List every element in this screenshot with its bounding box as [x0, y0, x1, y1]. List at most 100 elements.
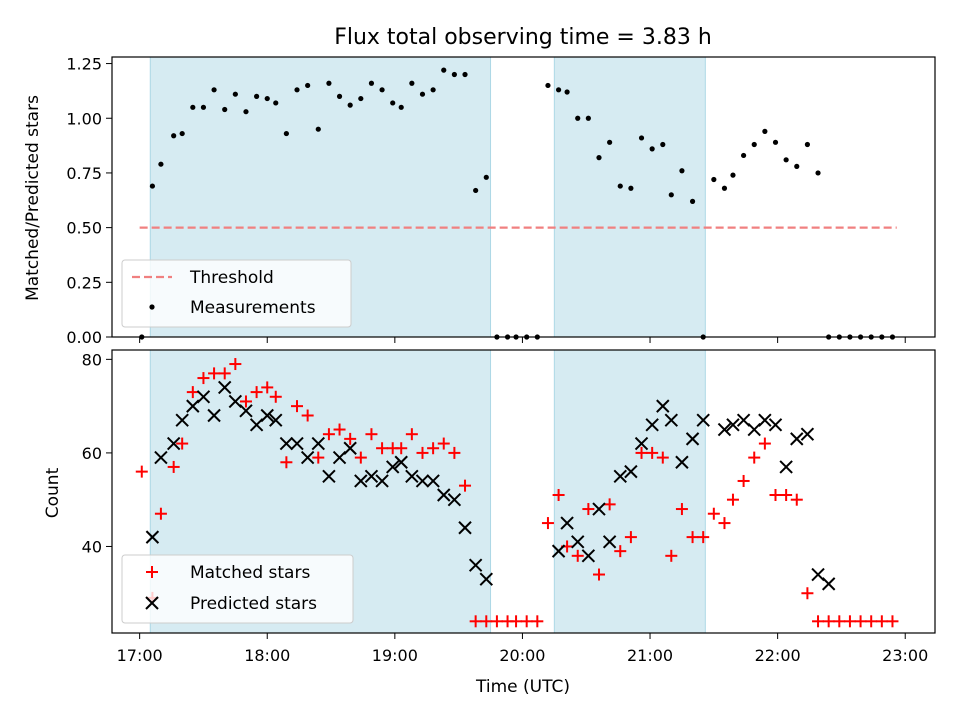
- top-panel: 0.00 0.25 0.50 0.75 1.00 1.25 Threshold Measu…: [66, 55, 936, 347]
- predicted-star-point: [571, 535, 585, 549]
- measurement-point: [794, 163, 800, 169]
- predicted-star-point: [311, 436, 325, 451]
- bottom-y-ticks: 40 60 80: [82, 350, 112, 556]
- measurement-point: [232, 91, 238, 97]
- matched-star-point: [291, 400, 304, 413]
- bottom-plot-frame: [111, 349, 936, 634]
- matched-star-point: [875, 615, 888, 628]
- predicted-star-point: [696, 413, 710, 427]
- predicted-star-point: [602, 535, 617, 549]
- matched-star-point: [280, 456, 293, 469]
- predicted-star-point: [726, 418, 740, 432]
- measurement-point: [668, 192, 674, 198]
- matched-star-point: [322, 428, 335, 441]
- matched-star-point: [261, 381, 274, 394]
- matched-star-point: [154, 507, 167, 520]
- predicted-star-point: [613, 469, 627, 484]
- predicted-star-point: [656, 399, 670, 413]
- matched-star-point: [737, 474, 750, 487]
- top-y-axis-label: Matched/Predicted stars: [23, 95, 43, 301]
- predicted-star-point: [560, 516, 574, 530]
- matched-star-point: [376, 442, 389, 455]
- matched-star-point: [592, 568, 605, 581]
- predicted-star-point: [218, 380, 232, 395]
- measurement-point: [575, 115, 581, 121]
- predicted-star-point: [447, 492, 462, 507]
- matched-star-point: [646, 446, 659, 459]
- top-y-tick-label: 1.00: [66, 109, 102, 128]
- matched-star-point: [624, 531, 637, 544]
- matched-star-point: [854, 615, 867, 628]
- predicted-star-point: [196, 390, 211, 404]
- x-axis-label: Time (UTC): [475, 677, 570, 697]
- matched-star-point: [707, 507, 720, 520]
- top-legend-box: [121, 259, 352, 328]
- predicted-star-point: [239, 404, 253, 418]
- matched-star-point: [427, 442, 440, 455]
- predicted-star-point: [581, 549, 596, 563]
- measurement-point: [585, 115, 591, 121]
- matched-star-point: [801, 587, 814, 600]
- measurement-point: [419, 91, 426, 97]
- predicted-star-point: [386, 460, 400, 474]
- top-shaded-region-1: [554, 57, 706, 337]
- measurement-point: [564, 89, 570, 95]
- measurement-point: [762, 128, 768, 134]
- measurement-point: [390, 100, 396, 106]
- matched-star-point: [269, 390, 282, 403]
- legend-measurements-swatch: [149, 304, 155, 310]
- top-y-ticks: 0.00 0.25 0.50 0.75 1.00 1.25: [66, 55, 112, 347]
- matched-star-point: [520, 615, 533, 628]
- bottom-panel: 40 60 80 17:00 18:00 19:00 20:00 21:00 22:00 23:…: [82, 349, 936, 665]
- measurement-point: [751, 141, 757, 148]
- matched-star-point: [218, 367, 231, 380]
- matched-star-point: [571, 549, 584, 562]
- predicted-star-point: [468, 558, 483, 572]
- predicted-star-point: [375, 474, 389, 488]
- matched-star-point: [490, 615, 503, 628]
- measurement-point: [379, 87, 385, 93]
- legend-threshold-label: Threshold: [189, 268, 274, 288]
- bottom-points: [135, 358, 899, 628]
- predicted-star-point: [790, 432, 804, 446]
- measurement-point: [315, 126, 321, 132]
- measurement-point: [660, 141, 666, 148]
- measurement-point: [804, 141, 811, 148]
- predicted-star-point: [685, 432, 700, 446]
- bottom-y-tick-label: 40: [82, 537, 102, 556]
- measurement-point: [358, 95, 364, 102]
- measurement-point: [772, 139, 779, 145]
- measurement-point: [273, 100, 279, 106]
- matched-star-point: [686, 531, 699, 544]
- predicted-star-point: [207, 408, 221, 423]
- measurement-point: [190, 104, 196, 110]
- matched-star-point: [416, 446, 429, 459]
- bottom-shaded-region-1: [554, 350, 706, 633]
- measurement-point: [473, 187, 479, 194]
- matched-star-point: [665, 549, 678, 562]
- matched-star-point: [167, 460, 180, 473]
- matched-star-point: [531, 615, 544, 628]
- matched-star-point: [541, 517, 554, 530]
- matched-star-point: [603, 498, 616, 511]
- predicted-star-point: [354, 474, 368, 488]
- matched-star-point: [135, 465, 148, 478]
- matched-star-point: [780, 489, 793, 502]
- measurement-point: [649, 146, 655, 152]
- x-tick-label: 19:00: [372, 646, 418, 665]
- matched-star-point: [510, 615, 523, 628]
- measurement-point: [294, 87, 300, 93]
- legend-matched-swatch: [146, 566, 158, 578]
- top-y-tick-label: 0.00: [66, 328, 102, 347]
- measurement-point: [326, 80, 332, 86]
- chart-title: Flux total observing time = 3.83 h: [334, 25, 712, 50]
- measurement-point: [607, 139, 613, 145]
- top-y-tick-label: 0.50: [66, 219, 102, 238]
- matched-star-point: [344, 432, 357, 445]
- matched-star-point: [865, 615, 878, 628]
- bottom-legend-box: [121, 554, 354, 624]
- top-y-tick-label: 0.25: [66, 273, 102, 292]
- measurement-point: [617, 183, 623, 189]
- matched-star-point: [758, 437, 771, 450]
